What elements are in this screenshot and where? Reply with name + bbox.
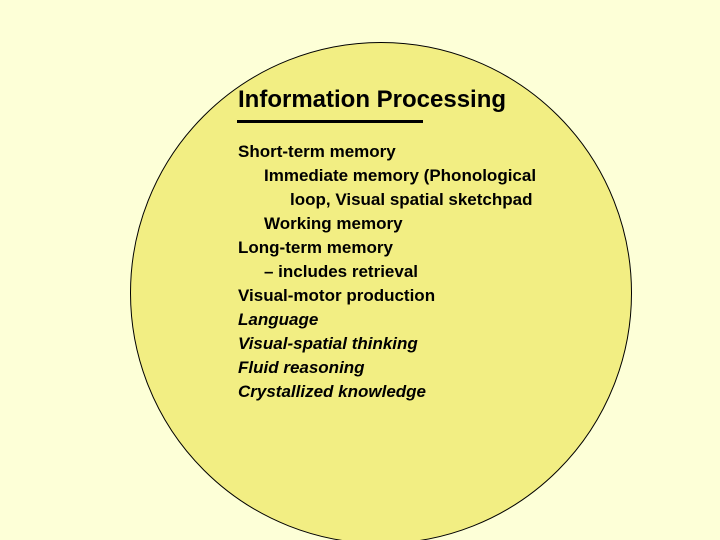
content-line: Crystallized knowledge <box>238 380 536 404</box>
title-underline <box>237 120 423 123</box>
content-line: Fluid reasoning <box>238 356 536 380</box>
content-line: – includes retrieval <box>238 260 536 284</box>
content-line: Visual-motor production <box>238 284 536 308</box>
slide-stage: Information Processing Short-term memory… <box>0 0 720 540</box>
content-line: Long-term memory <box>238 236 536 260</box>
content-line: loop, Visual spatial sketchpad <box>238 188 536 212</box>
content-line: Working memory <box>238 212 536 236</box>
content-line: Language <box>238 308 536 332</box>
content-line: Visual-spatial thinking <box>238 332 536 356</box>
content-line: Immediate memory (Phonological <box>238 164 536 188</box>
content-line: Short-term memory <box>238 140 536 164</box>
content-block: Short-term memoryImmediate memory (Phono… <box>238 140 536 404</box>
diagram-title: Information Processing <box>238 86 506 114</box>
